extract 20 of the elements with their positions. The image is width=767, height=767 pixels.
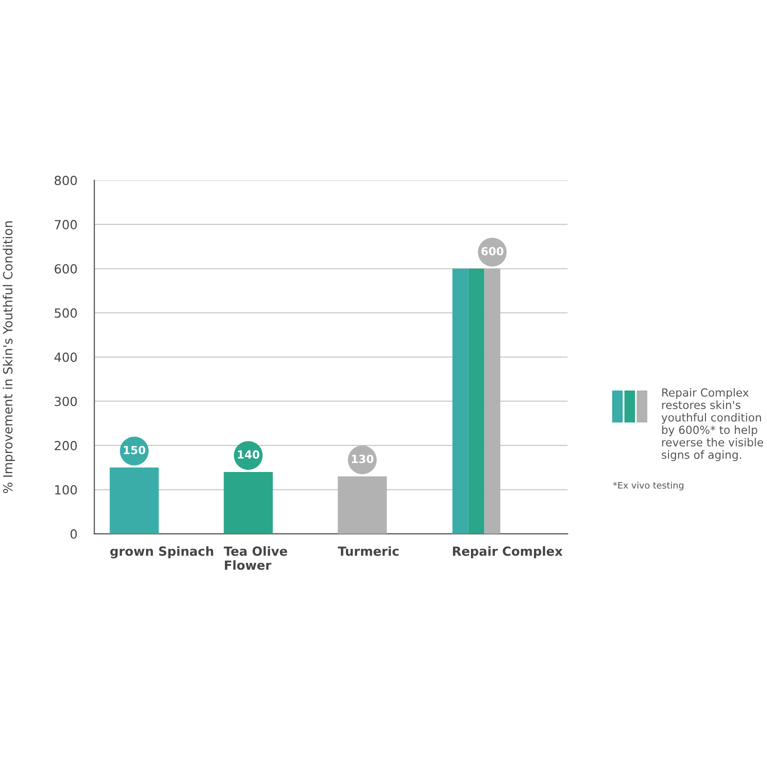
data-label: 140 [238,450,260,459]
y-tick-label: 500 [54,308,77,318]
data-label: 150 [124,446,146,454]
data-label: 130 [352,454,374,464]
x-tick-label: Repair Complex [452,546,562,558]
y-tick-label: 800 [54,176,77,186]
y-tick-label: 300 [54,396,77,406]
x-tick-label: Turmeric [338,546,399,556]
y-tick-label: 600 [54,264,77,274]
text: Repair Complex restores skin's youthful condition by 600%* to help reverse the visible signs of aging. [661,388,764,462]
y-tick-label: 700 [54,220,77,230]
y-tick-label: 0 [70,529,77,539]
x-tick-label: Tea Olive Flower [224,546,288,570]
x-tick-label: grown Spinach [110,546,214,558]
y-tick-label: 100 [55,485,77,495]
data-label: 600 [481,246,504,256]
y-tick-label: 400 [54,352,77,362]
y-tick-label: 200 [54,440,77,450]
y-axis-title: % Improvement in Skin's Youthful Condition [2,221,15,494]
text: *Ex vivo testing [613,482,684,490]
